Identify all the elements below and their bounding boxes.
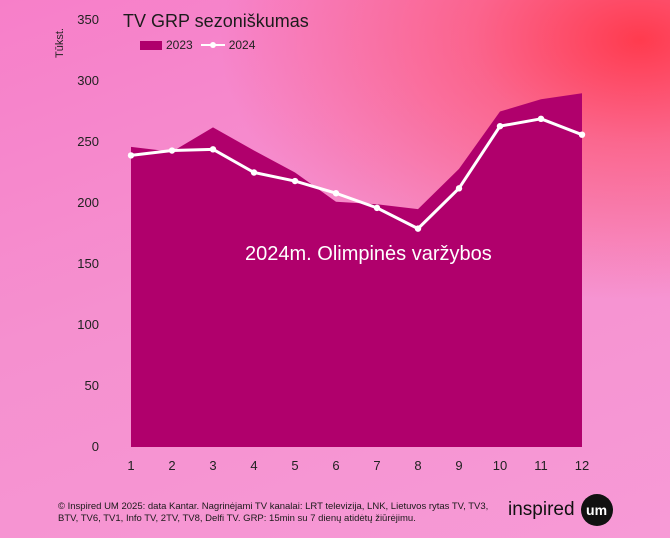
legend-label-2024: 2024 [228,38,256,52]
series-line-2024 [130,117,583,231]
chart-annotation: 2024m. Olimpinės varžybos [245,243,492,265]
legend-line-swatch [200,39,225,51]
legend-area-swatch [140,40,162,50]
data-point-2024 [537,115,545,123]
x-tick-label: 2 [168,458,175,473]
data-point-2024 [250,169,258,176]
y-tick-label: 0 [92,439,99,454]
x-tick-label: 6 [332,458,339,473]
data-point-2024 [414,225,422,232]
data-point-2024 [455,185,463,192]
logo-text: inspired [508,499,575,520]
chart-title: TV GRP sezoniškumas [123,11,309,31]
y-axis-unit-label: Tūkst. [54,28,66,58]
series-area-2023 [131,93,582,447]
y-tick-label: 200 [77,195,99,210]
x-tick-label: 7 [373,458,380,473]
x-tick-label: 1 [127,458,134,473]
x-tick-label: 9 [455,458,462,473]
x-tick-label: 8 [414,458,421,473]
y-tick-label: 300 [77,73,99,88]
y-tick-label: 250 [77,134,99,149]
x-tick-label: 3 [209,458,216,473]
footer-note: © Inspired UM 2025: data Kantar. Nagrinė… [58,501,489,524]
data-point-2024 [291,177,299,185]
x-tick-label: 10 [493,458,507,473]
data-point-2024 [168,147,176,154]
x-tick-label: 5 [291,458,298,473]
data-point-2024 [373,204,381,212]
legend-item-2023: 2023 [140,38,193,52]
x-tick-label: 4 [250,458,257,473]
y-tick-label: 50 [85,378,99,393]
brand-logo: inspired um [508,494,613,526]
x-tick-label: 12 [575,458,589,473]
data-point-2024 [127,152,135,159]
logo-badge-icon: um [580,494,613,526]
data-point-2024 [332,190,340,197]
y-tick-label: 100 [77,317,99,332]
legend-item-2024: 2024 [200,38,256,52]
data-point-2024 [578,131,586,138]
x-tick-label: 11 [534,458,548,473]
data-point-2024 [209,146,217,153]
legend-label-2023: 2023 [166,38,193,52]
legend: 2023 2024 [140,38,263,52]
y-tick-label: 150 [77,256,99,271]
y-tick-label: 350 [77,12,99,27]
data-point-2024 [496,122,504,130]
